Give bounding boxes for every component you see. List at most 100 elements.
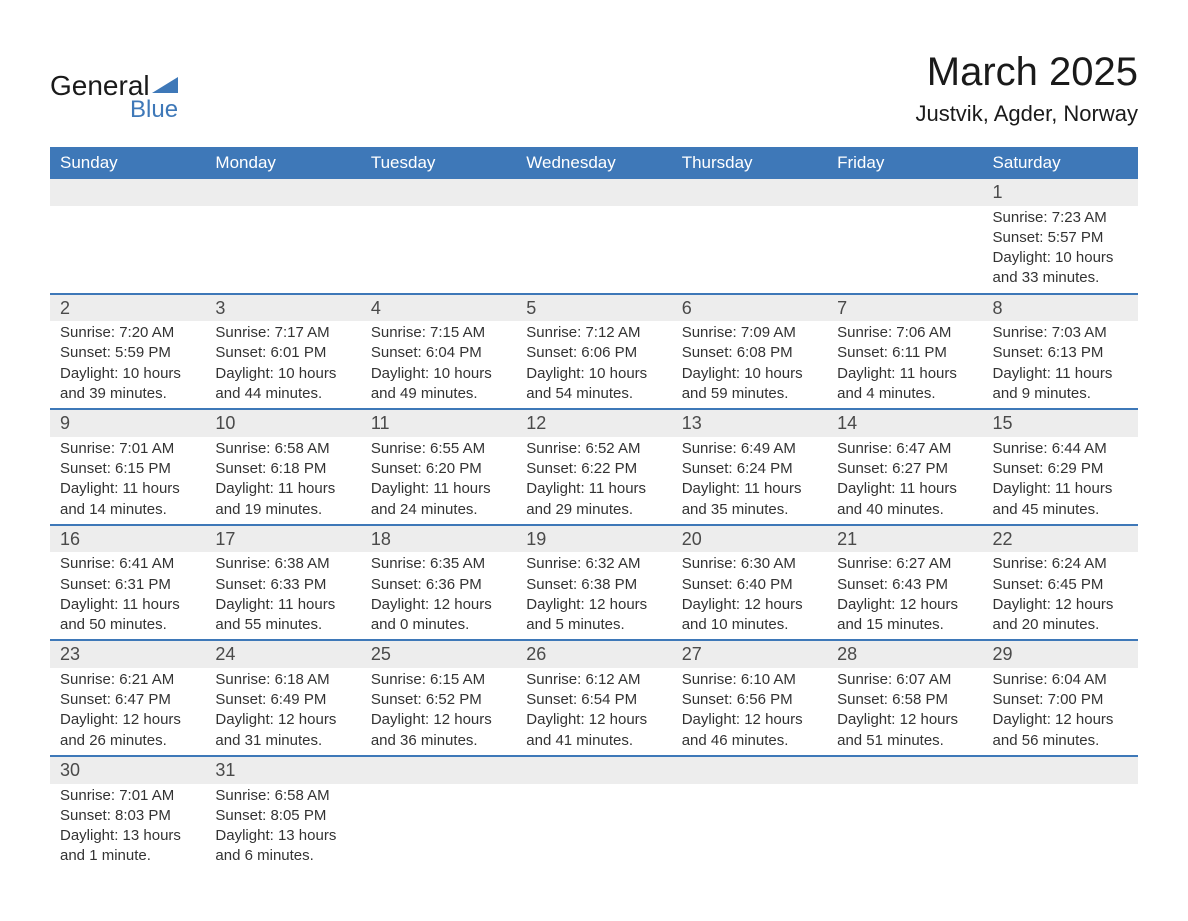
sunrise-line: Sunrise: 6:18 AM [215, 670, 350, 690]
sunrise-line: Sunrise: 7:03 AM [993, 323, 1128, 343]
sunset-line: Sunset: 5:57 PM [993, 228, 1128, 248]
day-details [827, 206, 982, 286]
sunset-line: Sunset: 6:22 PM [526, 459, 661, 479]
sunrise-line: Sunrise: 6:41 AM [60, 554, 195, 574]
day-details: Sunrise: 6:49 AMSunset: 6:24 PMDaylight:… [672, 437, 827, 524]
logo: General Blue [50, 70, 178, 124]
weekday-header-row: SundayMondayTuesdayWednesdayThursdayFrid… [50, 147, 1138, 179]
calendar-empty-cell [361, 179, 516, 294]
daylight-line: Daylight: 12 hours and 46 minutes. [682, 710, 817, 751]
daylight-line: Daylight: 10 hours and 49 minutes. [371, 364, 506, 405]
day-details: Sunrise: 7:23 AMSunset: 5:57 PMDaylight:… [983, 206, 1138, 293]
daylight-line: Daylight: 12 hours and 51 minutes. [837, 710, 972, 751]
day-details: Sunrise: 6:52 AMSunset: 6:22 PMDaylight:… [516, 437, 671, 524]
day-number: 6 [672, 295, 827, 322]
daylight-line: Daylight: 11 hours and 14 minutes. [60, 479, 195, 520]
daylight-line: Daylight: 11 hours and 35 minutes. [682, 479, 817, 520]
daylight-line: Daylight: 11 hours and 50 minutes. [60, 595, 195, 636]
day-details: Sunrise: 6:32 AMSunset: 6:38 PMDaylight:… [516, 552, 671, 639]
page-title: March 2025 [915, 50, 1138, 95]
day-number [516, 757, 671, 784]
sunset-line: Sunset: 6:18 PM [215, 459, 350, 479]
day-number [672, 757, 827, 784]
sunset-line: Sunset: 6:56 PM [682, 690, 817, 710]
day-details [983, 784, 1138, 864]
daylight-line: Daylight: 11 hours and 24 minutes. [371, 479, 506, 520]
calendar-day-cell: 17Sunrise: 6:38 AMSunset: 6:33 PMDayligh… [205, 525, 360, 641]
day-number: 28 [827, 641, 982, 668]
sunrise-line: Sunrise: 7:06 AM [837, 323, 972, 343]
sunset-line: Sunset: 6:13 PM [993, 343, 1128, 363]
sunrise-line: Sunrise: 7:12 AM [526, 323, 661, 343]
sunset-line: Sunset: 6:38 PM [526, 575, 661, 595]
day-details: Sunrise: 7:03 AMSunset: 6:13 PMDaylight:… [983, 321, 1138, 408]
weekday-header: Sunday [50, 147, 205, 179]
calendar-day-cell: 21Sunrise: 6:27 AMSunset: 6:43 PMDayligh… [827, 525, 982, 641]
day-details: Sunrise: 7:12 AMSunset: 6:06 PMDaylight:… [516, 321, 671, 408]
day-number: 15 [983, 410, 1138, 437]
day-details: Sunrise: 6:15 AMSunset: 6:52 PMDaylight:… [361, 668, 516, 755]
daylight-line: Daylight: 12 hours and 0 minutes. [371, 595, 506, 636]
sunrise-line: Sunrise: 7:15 AM [371, 323, 506, 343]
calendar-day-cell: 13Sunrise: 6:49 AMSunset: 6:24 PMDayligh… [672, 409, 827, 525]
calendar-day-cell: 25Sunrise: 6:15 AMSunset: 6:52 PMDayligh… [361, 640, 516, 756]
calendar-day-cell: 14Sunrise: 6:47 AMSunset: 6:27 PMDayligh… [827, 409, 982, 525]
calendar-table: SundayMondayTuesdayWednesdayThursdayFrid… [50, 147, 1138, 871]
day-number: 2 [50, 295, 205, 322]
sunrise-line: Sunrise: 6:07 AM [837, 670, 972, 690]
calendar-empty-cell [516, 756, 671, 871]
calendar-week-row: 16Sunrise: 6:41 AMSunset: 6:31 PMDayligh… [50, 525, 1138, 641]
sunset-line: Sunset: 6:27 PM [837, 459, 972, 479]
title-block: March 2025 Justvik, Agder, Norway [915, 50, 1138, 127]
day-details: Sunrise: 7:15 AMSunset: 6:04 PMDaylight:… [361, 321, 516, 408]
sunset-line: Sunset: 6:06 PM [526, 343, 661, 363]
sunset-line: Sunset: 6:49 PM [215, 690, 350, 710]
sunset-line: Sunset: 6:01 PM [215, 343, 350, 363]
sunrise-line: Sunrise: 6:58 AM [215, 439, 350, 459]
calendar-day-cell: 31Sunrise: 6:58 AMSunset: 8:05 PMDayligh… [205, 756, 360, 871]
day-details: Sunrise: 6:30 AMSunset: 6:40 PMDaylight:… [672, 552, 827, 639]
day-details: Sunrise: 6:55 AMSunset: 6:20 PMDaylight:… [361, 437, 516, 524]
day-number: 22 [983, 526, 1138, 553]
sunrise-line: Sunrise: 7:01 AM [60, 786, 195, 806]
sunset-line: Sunset: 6:29 PM [993, 459, 1128, 479]
day-details: Sunrise: 7:06 AMSunset: 6:11 PMDaylight:… [827, 321, 982, 408]
day-details [361, 784, 516, 864]
day-number [516, 179, 671, 206]
day-number [361, 179, 516, 206]
daylight-line: Daylight: 11 hours and 55 minutes. [215, 595, 350, 636]
day-number: 14 [827, 410, 982, 437]
calendar-empty-cell [50, 179, 205, 294]
day-number: 24 [205, 641, 360, 668]
day-number [50, 179, 205, 206]
day-details [672, 206, 827, 286]
calendar-empty-cell [361, 756, 516, 871]
calendar-empty-cell [827, 179, 982, 294]
day-number: 31 [205, 757, 360, 784]
day-number: 23 [50, 641, 205, 668]
sunset-line: Sunset: 8:05 PM [215, 806, 350, 826]
calendar-day-cell: 23Sunrise: 6:21 AMSunset: 6:47 PMDayligh… [50, 640, 205, 756]
weekday-header: Friday [827, 147, 982, 179]
day-number: 9 [50, 410, 205, 437]
calendar-day-cell: 3Sunrise: 7:17 AMSunset: 6:01 PMDaylight… [205, 294, 360, 410]
calendar-day-cell: 26Sunrise: 6:12 AMSunset: 6:54 PMDayligh… [516, 640, 671, 756]
day-number: 27 [672, 641, 827, 668]
calendar-day-cell: 24Sunrise: 6:18 AMSunset: 6:49 PMDayligh… [205, 640, 360, 756]
sunrise-line: Sunrise: 7:17 AM [215, 323, 350, 343]
calendar-empty-cell [672, 179, 827, 294]
weekday-header: Thursday [672, 147, 827, 179]
calendar-week-row: 30Sunrise: 7:01 AMSunset: 8:03 PMDayligh… [50, 756, 1138, 871]
calendar-day-cell: 29Sunrise: 6:04 AMSunset: 7:00 PMDayligh… [983, 640, 1138, 756]
day-details: Sunrise: 6:10 AMSunset: 6:56 PMDaylight:… [672, 668, 827, 755]
day-details [50, 206, 205, 286]
day-details: Sunrise: 6:12 AMSunset: 6:54 PMDaylight:… [516, 668, 671, 755]
day-number: 20 [672, 526, 827, 553]
calendar-empty-cell [983, 756, 1138, 871]
sunrise-line: Sunrise: 6:27 AM [837, 554, 972, 574]
calendar-day-cell: 22Sunrise: 6:24 AMSunset: 6:45 PMDayligh… [983, 525, 1138, 641]
calendar-day-cell: 16Sunrise: 6:41 AMSunset: 6:31 PMDayligh… [50, 525, 205, 641]
day-details: Sunrise: 6:44 AMSunset: 6:29 PMDaylight:… [983, 437, 1138, 524]
daylight-line: Daylight: 12 hours and 36 minutes. [371, 710, 506, 751]
calendar-day-cell: 7Sunrise: 7:06 AMSunset: 6:11 PMDaylight… [827, 294, 982, 410]
